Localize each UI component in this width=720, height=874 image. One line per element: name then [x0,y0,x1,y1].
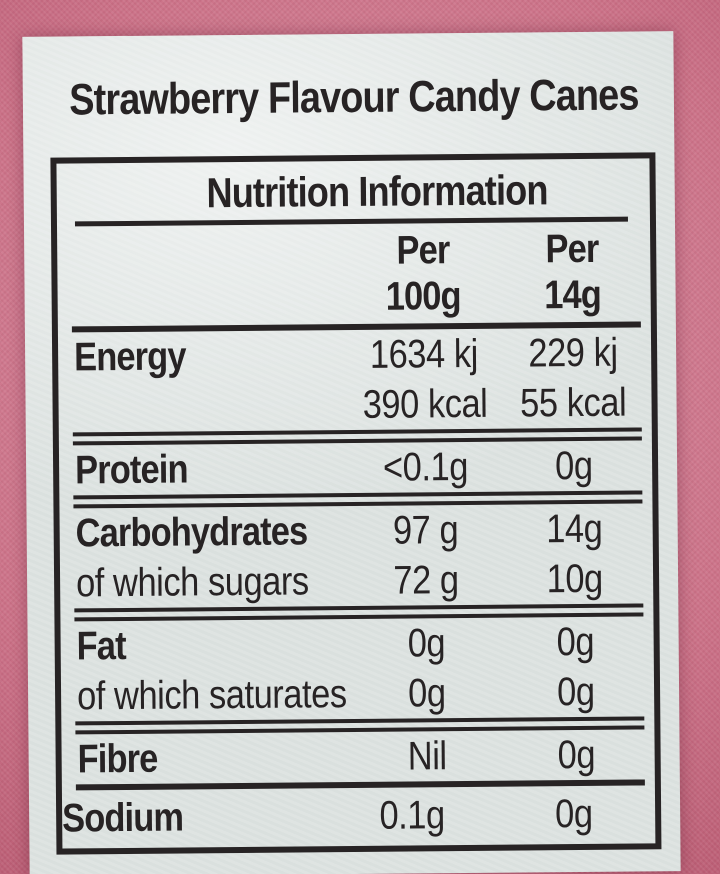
value-per-100g: 1634 kj [369,331,479,377]
per-label: Per [396,228,450,273]
nutrient-label: Carbohydrates [75,509,308,556]
value-per-14g: 10g [546,556,603,602]
value-per-100g: 390 kcal [362,381,488,427]
table-section: Fat 0g 0g of which saturates 0g 0g [60,616,654,721]
nutrient-label: of which saturates [76,672,347,719]
table-row: Sodium 0.1g 0g [62,785,655,848]
product-title: Strawberry Flavour Candy Canes [23,70,674,125]
value-per-14g: 0g [556,669,595,715]
per-100g-label: 100g [385,274,462,319]
table-title-text: Nutrition Information [206,166,548,217]
value-per-100g: 0.1g [379,793,445,838]
nutrient-label: Protein [74,447,188,493]
value-per-14g: 55 kcal [519,380,627,426]
nutrient-label: Sodium [61,795,184,841]
value-per-14g: 229 kj [527,330,618,376]
nutrition-table: Nutrition Information Per 100g Per 14g E… [50,152,662,855]
value-per-100g: 72 g [393,558,459,603]
table-section: Energy 1634 kj 229 kj 390 kcal 55 kcal [58,327,652,432]
table-row: Fibre Nil 0g [61,729,654,784]
table-row: Energy 1634 kj 229 kj [58,327,651,382]
table-section: Carbohydrates 97 g 14g of which sugars 7… [59,503,653,608]
value-per-100g: Nil [408,734,448,779]
value-per-100g: 0g [408,671,446,716]
value-per-14g: 0g [554,443,593,489]
value-per-14g: 0g [557,732,596,778]
column-header-row: Per 100g Per 14g [57,221,651,326]
nutrient-label [74,380,344,432]
per-label: Per [545,226,599,272]
header-spacer [73,228,344,322]
nutrient-label: Fibre [77,736,158,782]
nutrition-label: Strawberry Flavour Candy Canes Nutrition… [22,31,681,874]
table-row: of which saturates 0g 0g [61,666,654,721]
column-header-per-100g: Per 100g [343,227,504,320]
table-title: Nutrition Information [56,158,649,221]
nutrient-label: Fat [76,623,126,669]
column-header-per-14g: Per 14g [503,225,641,318]
nutrient-label: Energy [73,334,186,380]
value-per-100g: 97 g [392,508,459,553]
table-body: Energy 1634 kj 229 kj 390 kcal 55 kcal P… [58,327,655,848]
product-title-text: Strawberry Flavour Candy Canes [69,70,639,125]
table-section: Protein <0.1g 0g [59,440,652,495]
table-row: Carbohydrates 97 g 14g [59,503,652,558]
table-row: Fat 0g 0g [60,616,653,671]
value-per-14g: 14g [545,506,603,552]
table-row: of which sugars 72 g 10g [60,553,653,608]
value-per-14g: 0g [556,619,595,665]
value-per-100g: <0.1g [382,444,468,490]
value-per-14g: 0g [554,791,593,837]
table-row: 390 kcal 55 kcal [58,377,651,432]
table-section: Sodium 0.1g 0g [62,785,655,848]
value-per-100g: 0g [407,621,446,666]
table-row: Protein <0.1g 0g [59,440,652,495]
table-section: Fibre Nil 0g [61,729,654,784]
per-14g-label: 14g [543,272,601,318]
nutrient-label: of which sugars [75,559,309,606]
